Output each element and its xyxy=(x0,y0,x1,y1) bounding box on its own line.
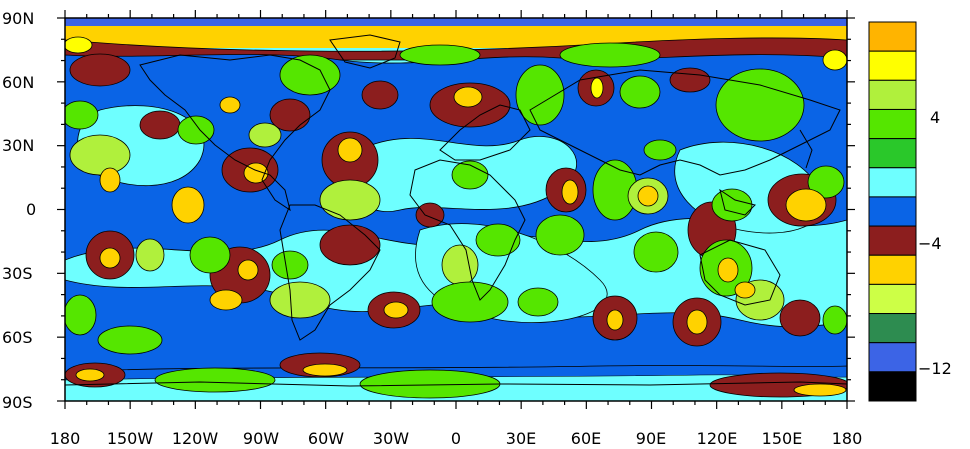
colorbar-segment xyxy=(868,108,917,140)
colorbar-label: −4 xyxy=(918,234,942,253)
longitude-labels: 180 150W 120W 90W 60W 30W 0 30E 60E 90E … xyxy=(50,429,863,448)
colorbar-segment xyxy=(868,21,917,52)
colorbar xyxy=(868,21,917,402)
lat-tick-label: 60N xyxy=(2,73,34,92)
lon-tick-label: 150W xyxy=(107,429,154,448)
colorbar-segment xyxy=(868,225,917,256)
lon-tick-label: 60W xyxy=(308,429,344,448)
colorbar-segment xyxy=(868,196,917,227)
lat-tick-label: 60S xyxy=(2,328,33,347)
colorbar-segment xyxy=(868,342,917,373)
plot-area xyxy=(65,18,847,401)
lon-tick-label: 180 xyxy=(832,429,863,448)
lon-tick-label: 120E xyxy=(697,429,738,448)
lon-tick-label: 60E xyxy=(571,429,601,448)
lon-tick-label: 30E xyxy=(506,429,536,448)
lat-tick-label: 90S xyxy=(2,393,33,412)
colorbar-segment xyxy=(868,254,917,285)
colorbar-segment xyxy=(868,50,917,81)
colorbar-segment xyxy=(868,283,917,315)
colorbar-segment xyxy=(868,167,917,198)
latitude-labels: 90N 60N 30N 0 30S 60S 90S xyxy=(2,9,36,412)
colorbar-segment xyxy=(868,371,917,402)
colorbar-label: 4 xyxy=(930,108,940,127)
lon-tick-label: 150E xyxy=(762,429,803,448)
lon-tick-label: 0 xyxy=(451,429,461,448)
colorbar-segment xyxy=(868,138,917,169)
lon-tick-label: 90W xyxy=(243,429,279,448)
lat-tick-label: 30S xyxy=(2,264,33,283)
colorbar-label: −12 xyxy=(918,359,952,378)
lon-tick-label: 90E xyxy=(636,429,666,448)
lon-tick-label: 180 xyxy=(50,429,81,448)
lat-tick-label: 30N xyxy=(2,136,34,155)
continent-outlines xyxy=(65,34,847,387)
lat-tick-label: 0 xyxy=(26,200,36,219)
colorbar-segment xyxy=(868,313,917,344)
axis-ticks xyxy=(57,10,855,409)
lat-tick-label: 90N xyxy=(2,9,34,28)
lon-tick-label: 30W xyxy=(373,429,409,448)
lon-tick-label: 120W xyxy=(172,429,219,448)
colorbar-segment xyxy=(868,79,917,110)
